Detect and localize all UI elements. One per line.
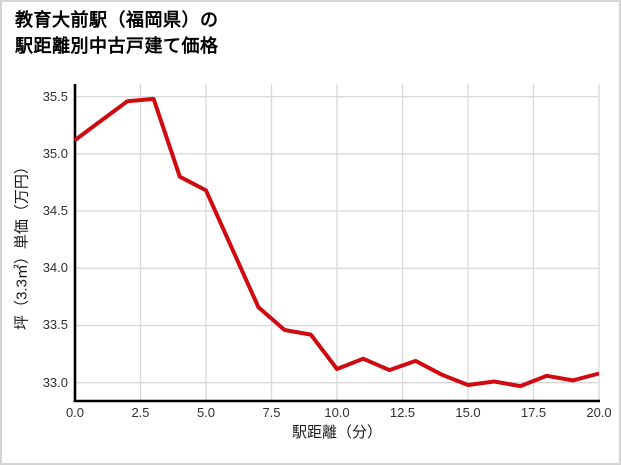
y-axis-label: 坪（3.3㎡）単価（万円） [13,159,31,330]
chart-title-line1: 教育大前駅（福岡県）の [15,10,219,30]
y-tick-label: 33.5 [42,317,68,333]
chart-title-line2: 駅距離別中古戸建て価格 [15,36,219,56]
x-tick-label: 7.5 [262,405,281,420]
y-tick-label: 34.0 [42,260,68,276]
y-tick-label: 35.5 [42,88,68,104]
x-tick-label: 10.0 [324,405,350,420]
x-tick-label: 12.5 [389,405,416,420]
x-tick-label: 20.0 [586,405,612,420]
y-tick-label: 33.0 [42,374,68,390]
x-axis-label: 駅距離（分） [291,424,382,441]
x-tick-label: 0.0 [65,405,85,420]
y-tick-label: 35.0 [42,145,68,161]
x-tick-label: 5.0 [196,405,216,420]
x-tick-label: 15.0 [455,405,481,420]
y-tick-label: 34.5 [42,203,68,219]
x-tick-label: 2.5 [131,405,150,420]
price-line [73,96,600,389]
x-tick-label: 17.5 [520,405,547,420]
chart-title: 教育大前駅（福岡県）の 駅距離別中古戸建て価格 [15,7,219,59]
